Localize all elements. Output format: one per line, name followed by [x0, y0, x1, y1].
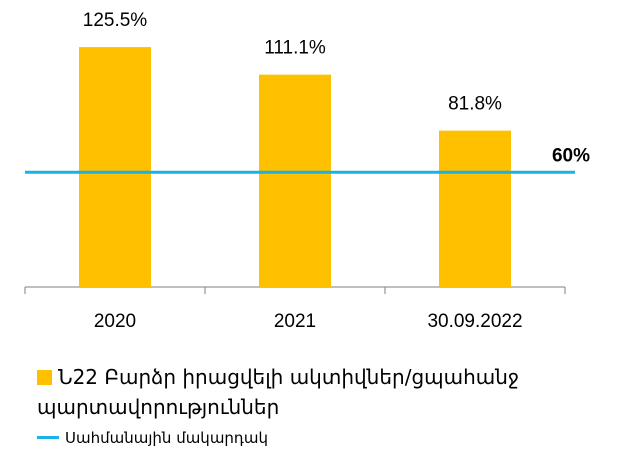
bar: [259, 74, 331, 287]
legend-entry: Ն22 Բարձր իրացվելի ակտիվներ/ցպահանջ պարտ…: [37, 362, 607, 422]
x-tick-label: 2020: [94, 311, 136, 332]
x-tick-label: 30.09.2022: [427, 311, 522, 332]
bar: [439, 130, 511, 287]
chart: 2020 2021 30.09.2022 125.5% 111.1% 81.8% 60%: [24, 10, 590, 332]
data-label: 81.8%: [448, 94, 502, 115]
bar: [79, 47, 151, 287]
legend-entry: Սահմանային մակարդակ: [37, 428, 268, 448]
legend-label: Ն22 Բարձր իրացվելի ակտիվներ/ցպահանջ պարտ…: [37, 365, 520, 419]
data-label: 111.1%: [264, 38, 326, 59]
legend-swatch: [37, 370, 52, 385]
threshold-label: 60%: [552, 145, 590, 166]
legend-label: Սահմանային մակարդակ: [65, 429, 268, 447]
legend-swatch: [37, 436, 59, 439]
data-label: 125.5%: [83, 10, 148, 31]
x-tick-label: 2021: [274, 311, 316, 332]
